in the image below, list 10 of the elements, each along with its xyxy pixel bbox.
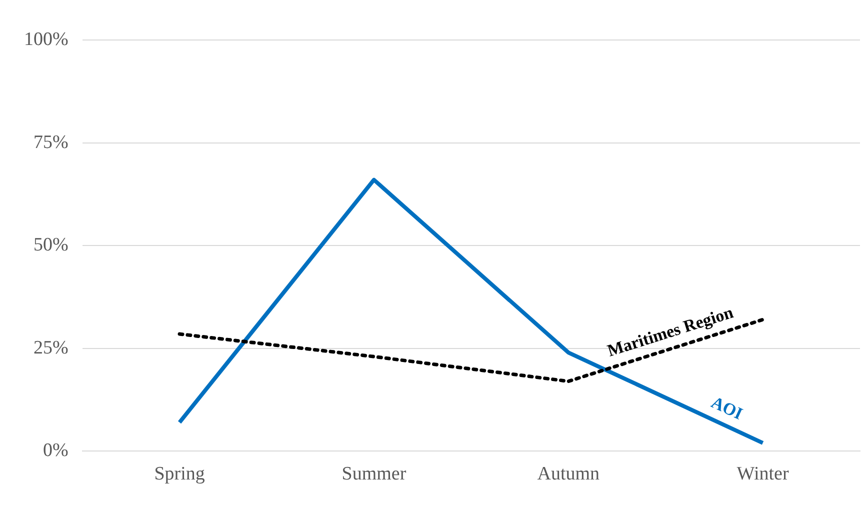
y-tick-label: 0% [43,440,68,462]
y-tick-label: 100% [24,28,68,50]
x-tick-label: Winter [736,464,790,485]
text: AOI [708,392,746,424]
y-tick-label: 25% [34,337,68,358]
x-tick-label: Summer [342,464,407,485]
x-tick-label: Spring [154,464,206,485]
y-tick-label: 50% [34,234,68,256]
y-tick-label: 75% [34,132,68,153]
x-tick-label: Autumn [537,464,600,485]
